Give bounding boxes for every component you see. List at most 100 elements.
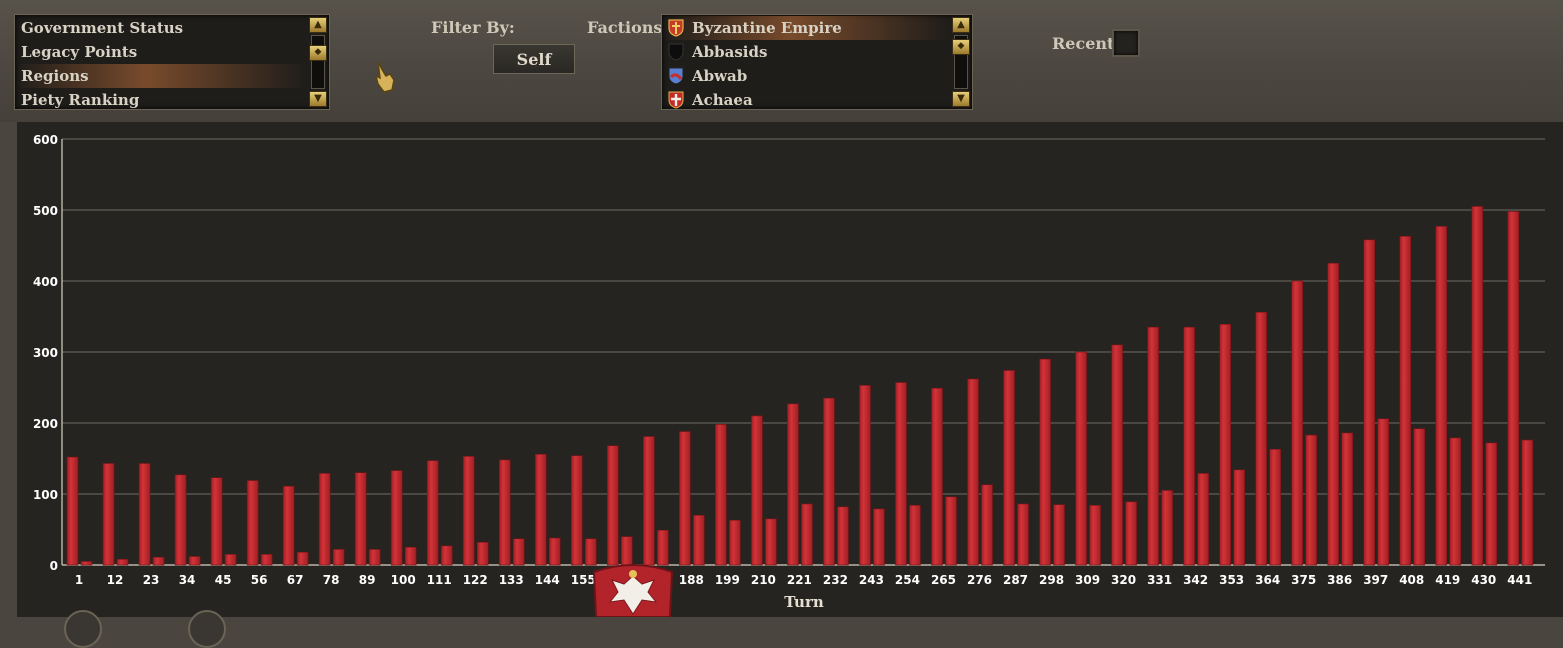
scroll-down-icon[interactable]: ▼	[309, 91, 327, 107]
bar	[584, 538, 597, 566]
x-tick-label: 265	[931, 573, 956, 587]
bar	[1233, 469, 1245, 566]
bar	[1399, 235, 1412, 566]
view-list-item[interactable]: Government Status	[15, 16, 307, 40]
pointer-hand-icon	[374, 61, 395, 93]
x-tick-label: 419	[1435, 573, 1460, 587]
black-shield-icon	[668, 43, 684, 61]
bar	[1269, 448, 1281, 566]
bar	[1161, 490, 1173, 566]
bar	[643, 436, 655, 566]
faction-item[interactable]: Achaea	[662, 88, 950, 112]
scroll-up-icon[interactable]: ▲	[952, 17, 970, 33]
y-tick-label: 400	[33, 275, 58, 289]
view-list-scrollbar[interactable]: ▲ ◆ ▼	[309, 17, 327, 107]
round-button-left[interactable]	[64, 610, 102, 648]
x-tick-label: 67	[287, 573, 304, 587]
x-tick-label: 100	[391, 573, 416, 587]
faction-item[interactable]: Abwab	[662, 64, 950, 88]
recent-checkbox[interactable]	[1112, 29, 1140, 57]
bar	[534, 453, 547, 566]
scroll-up-icon[interactable]: ▲	[309, 17, 327, 33]
bar	[80, 561, 93, 566]
x-tick-label: 309	[1075, 573, 1100, 587]
bar	[1413, 428, 1426, 566]
scroll-thumb[interactable]: ◆	[309, 45, 327, 61]
bar	[1363, 239, 1376, 566]
factions-list[interactable]: Byzantine Empire Abbasids Abwab Achaea ▲ ◆ …	[661, 14, 973, 110]
bar	[837, 506, 849, 566]
bar	[210, 477, 223, 566]
bar	[1521, 439, 1534, 566]
bar	[801, 503, 813, 566]
y-tick-label: 500	[33, 204, 58, 218]
x-tick-label: 342	[1183, 573, 1208, 587]
x-axis-label: Turn	[784, 593, 824, 611]
bar	[260, 554, 273, 566]
x-tick-label: 23	[143, 573, 160, 587]
bar	[318, 473, 331, 566]
bar	[620, 536, 633, 566]
scroll-thumb[interactable]: ◆	[952, 39, 970, 55]
bar	[282, 485, 295, 566]
x-tick-label: 276	[967, 573, 992, 587]
y-tick-label: 300	[33, 346, 58, 360]
view-type-list[interactable]: Government Status Legacy Points Regions Pie…	[14, 14, 330, 110]
bar	[138, 463, 151, 566]
x-tick-label: 232	[823, 573, 848, 587]
faction-item[interactable]: Byzantine Empire	[662, 16, 950, 40]
bar-chart: 0 100 200 300 400 500 600 1 12 23 34 45 56 67 78 89 100 1…	[33, 133, 1545, 611]
filter-self-button[interactable]: Self	[493, 44, 575, 74]
scroll-down-icon[interactable]: ▼	[952, 91, 970, 107]
bar	[859, 385, 871, 566]
bar	[693, 514, 705, 566]
bar	[1327, 262, 1339, 566]
bar	[296, 551, 309, 566]
bar	[1291, 280, 1303, 566]
bar	[1075, 351, 1087, 566]
view-list-item[interactable]: Regions	[15, 64, 307, 88]
list-item-label: Legacy Points	[21, 43, 138, 61]
bar	[548, 537, 561, 566]
x-tick-label: 375	[1291, 573, 1316, 587]
bar	[751, 415, 763, 566]
round-button-right[interactable]	[188, 610, 226, 648]
bar	[1017, 503, 1029, 566]
bar	[1507, 211, 1520, 566]
x-tick-label: 221	[787, 573, 812, 587]
x-tick-label: 298	[1039, 573, 1064, 587]
view-list-item[interactable]: Legacy Points	[15, 40, 307, 64]
x-tick-label: 111	[427, 573, 452, 587]
bar	[498, 459, 511, 566]
bar	[426, 460, 439, 566]
bar	[1125, 501, 1137, 566]
red-cross-shield-icon	[668, 91, 684, 109]
list-item-label: Byzantine Empire	[692, 19, 842, 37]
view-list-item[interactable]: Piety Ranking	[15, 88, 307, 112]
x-tick-label: 1	[75, 573, 83, 587]
list-item-label: Government Status	[21, 19, 184, 37]
bar	[1305, 434, 1317, 566]
bar	[657, 529, 669, 566]
bar	[1341, 432, 1353, 566]
bar	[440, 545, 453, 566]
blue-red-shield-icon	[668, 67, 684, 85]
factions-list-scrollbar[interactable]: ▲ ◆ ▼	[952, 17, 970, 107]
x-tick-label: 188	[679, 573, 704, 587]
bar	[715, 424, 727, 566]
bar	[1377, 418, 1390, 566]
faction-crest-icon[interactable]	[590, 562, 676, 617]
x-tick-label: 287	[1003, 573, 1028, 587]
bar	[967, 378, 979, 566]
x-tick-label: 78	[323, 573, 340, 587]
faction-item[interactable]: Abbasids	[662, 40, 950, 64]
x-tick-label: 243	[859, 573, 884, 587]
bar	[404, 546, 417, 566]
y-tick-label: 100	[33, 488, 58, 502]
bar	[174, 474, 187, 566]
bar	[909, 505, 921, 566]
bar	[152, 556, 165, 566]
bar	[945, 496, 957, 566]
bar	[224, 554, 237, 566]
scroll-track[interactable]	[311, 35, 325, 89]
